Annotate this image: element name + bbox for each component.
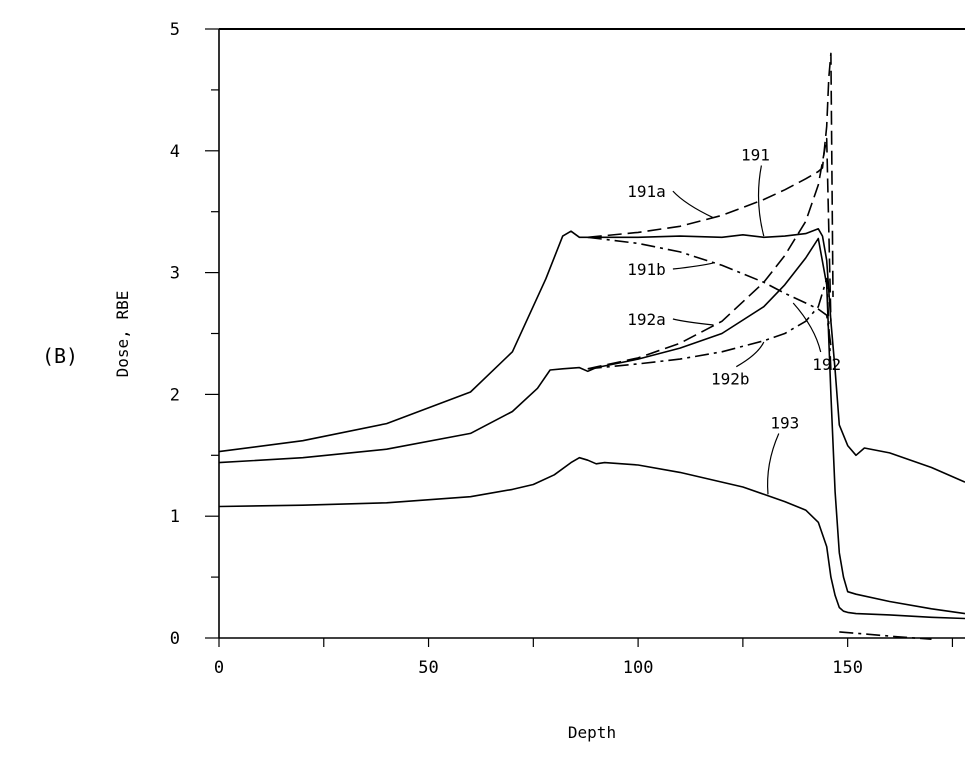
- curve-label-191a: 191a: [627, 182, 666, 201]
- x-tick-label: 150: [832, 658, 863, 678]
- curve-label-193: 193: [770, 414, 799, 433]
- leader-line-193: [767, 433, 780, 495]
- x-axis-title: Depth: [568, 723, 616, 742]
- series-line-192a: [587, 137, 832, 370]
- series-line-191b: [587, 236, 832, 346]
- y-tick-label: 4: [170, 142, 180, 162]
- panel-label: (B): [42, 344, 78, 368]
- x-tick-label: 0: [214, 658, 224, 678]
- y-tick-label: 5: [170, 20, 180, 40]
- series-line-unlabeled-7: [839, 631, 932, 640]
- leader-line-192: [792, 302, 822, 353]
- curve-label-192: 192: [812, 355, 841, 374]
- curve-label-191: 191: [741, 146, 770, 165]
- y-axis-title: Dose, RBE: [113, 291, 132, 378]
- leader-line-191: [757, 165, 765, 237]
- curve-label-192a: 192a: [627, 310, 666, 329]
- series-line-191: [218, 228, 965, 483]
- y-tick-label: 3: [170, 264, 180, 284]
- x-tick-label: 50: [418, 658, 438, 678]
- series-line-192b: [587, 277, 832, 371]
- leader-line-191a: [672, 190, 714, 219]
- series-line-191a: [587, 52, 834, 298]
- series-line-192: [218, 237, 965, 615]
- y-tick-label: 2: [170, 385, 180, 405]
- annotations-group: 191 191a 191b 192a 192b 192 193: [627, 146, 841, 495]
- x-tick-label: 100: [623, 658, 654, 678]
- curve-label-191b: 191b: [627, 260, 666, 279]
- y-tick-label: 1: [170, 507, 180, 527]
- leader-line-191b: [672, 262, 714, 270]
- leader-line-192b: [736, 341, 765, 368]
- curve-label-192b: 192b: [711, 370, 750, 389]
- leader-line-192a: [672, 318, 714, 326]
- y-tick-label: 0: [170, 629, 180, 649]
- series-group: [218, 52, 965, 640]
- axes-group: 0 50 100 150 0 1 2 3 4 5: [170, 20, 965, 678]
- series-line-193: [218, 456, 965, 620]
